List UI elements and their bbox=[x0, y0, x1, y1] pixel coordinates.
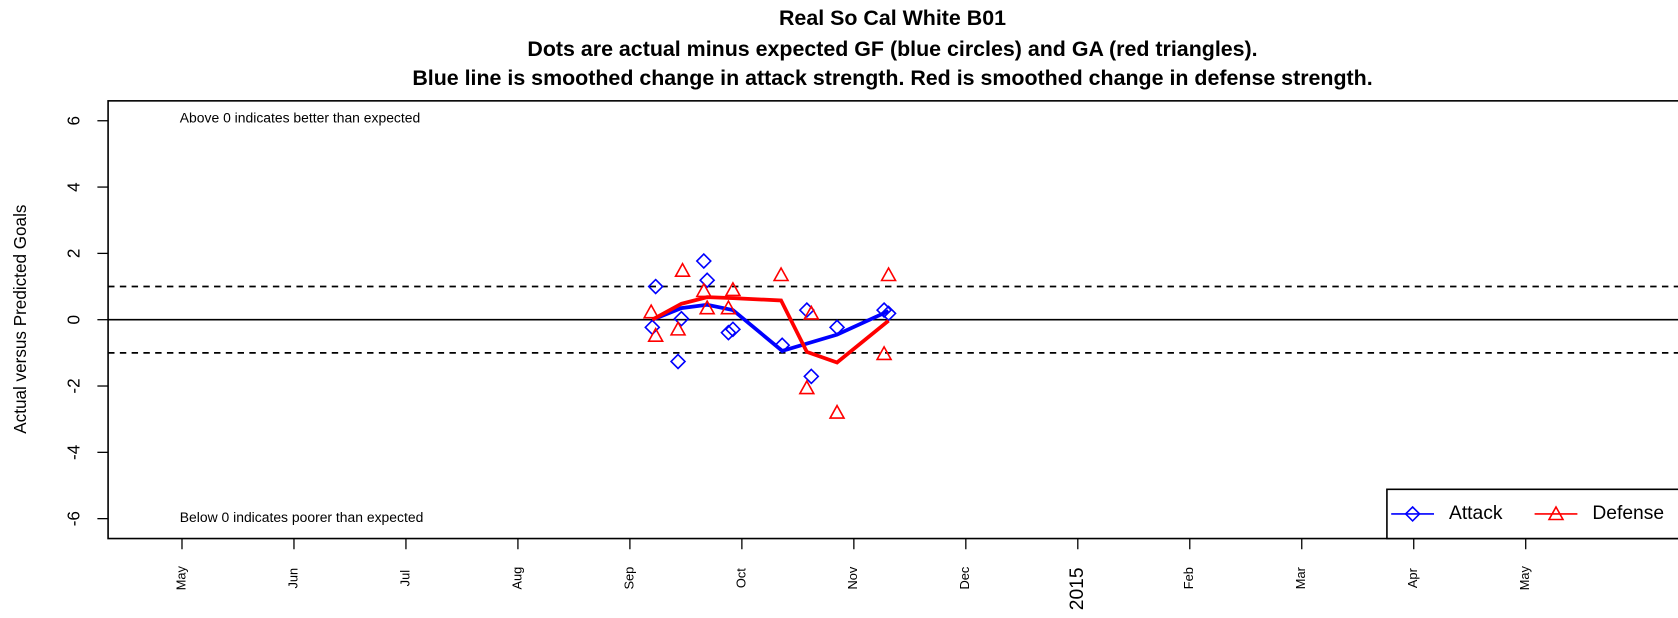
x-tick-label: 2015 bbox=[1067, 567, 1088, 610]
chart-subtitle: Blue line is smoothed change in attack s… bbox=[412, 66, 1372, 90]
triangle-marker bbox=[698, 299, 716, 315]
diamond-marker bbox=[695, 252, 712, 270]
triangle-marker bbox=[875, 345, 893, 361]
x-tick-label: Jun bbox=[285, 568, 300, 589]
legend: Attack Defense bbox=[1386, 488, 1678, 540]
smooth-line bbox=[651, 295, 890, 365]
annotation: Above 0 indicates better than expected bbox=[180, 110, 420, 126]
diamond-marker bbox=[673, 310, 690, 327]
triangle-marker bbox=[674, 262, 691, 277]
y-tick-label: 6 bbox=[64, 116, 83, 126]
x-tick-label: Jul bbox=[397, 570, 412, 586]
triangle-marker bbox=[669, 320, 687, 336]
chart-title: Real So Cal White B01 bbox=[779, 6, 1006, 30]
legend-label: Defense bbox=[1592, 503, 1664, 524]
triangle-marker bbox=[695, 282, 713, 298]
x-tick-label: Mar bbox=[1293, 566, 1308, 589]
y-axis-label: Actual versus Predicted Goals bbox=[11, 205, 30, 434]
diamond-marker bbox=[828, 319, 846, 336]
y-tick-label: 2 bbox=[64, 249, 83, 259]
diamond-marker bbox=[669, 353, 687, 370]
triangle-marker bbox=[720, 299, 737, 315]
chart-subtitle: Dots are actual minus expected GF (blue … bbox=[527, 37, 1257, 61]
x-tick-label: May bbox=[173, 565, 188, 590]
triangle-marker bbox=[647, 327, 664, 342]
diamond-marker bbox=[724, 321, 742, 338]
x-tick-label: Feb bbox=[1181, 567, 1196, 589]
legend-label: Attack bbox=[1449, 503, 1503, 524]
x-tick-label: Apr bbox=[1405, 567, 1420, 588]
x-tick-label: Oct bbox=[733, 568, 748, 588]
diamond-marker bbox=[803, 368, 820, 385]
y-tick-label: -6 bbox=[64, 511, 83, 526]
triangle-marker bbox=[802, 304, 820, 320]
triangle-marker bbox=[642, 303, 660, 319]
x-tick-label: May bbox=[1517, 565, 1532, 590]
x-tick-label: Aug bbox=[509, 567, 524, 590]
y-tick-label: -2 bbox=[64, 378, 83, 393]
triangle-marker bbox=[1547, 505, 1565, 521]
smooth-line bbox=[651, 302, 890, 353]
y-tick-label: -4 bbox=[64, 444, 83, 460]
diamond-marker bbox=[880, 305, 897, 322]
diamond-marker bbox=[875, 301, 893, 319]
annotation: Below 0 indicates poorer than expected bbox=[180, 509, 424, 525]
triangle-marker bbox=[828, 403, 846, 419]
y-tick-label: 4 bbox=[64, 182, 83, 192]
diamond-marker bbox=[720, 324, 737, 341]
diamond-marker bbox=[647, 278, 664, 295]
diamond-marker bbox=[1404, 505, 1421, 523]
x-tick-label: Nov bbox=[845, 566, 860, 589]
diamond-marker bbox=[699, 272, 716, 289]
triangle-marker bbox=[772, 266, 790, 282]
triangle-marker bbox=[798, 379, 816, 395]
diamond-marker bbox=[774, 337, 791, 354]
triangle-marker bbox=[724, 281, 742, 297]
triangle-marker bbox=[880, 266, 897, 282]
y-tick-label: 0 bbox=[64, 315, 83, 325]
x-tick-label: Sep bbox=[621, 567, 636, 590]
x-tick-label: Dec bbox=[957, 566, 972, 589]
legend-box bbox=[1386, 488, 1678, 540]
